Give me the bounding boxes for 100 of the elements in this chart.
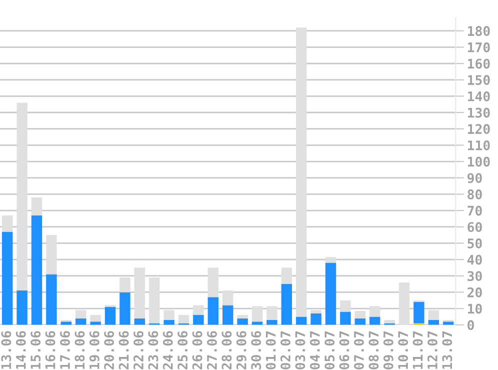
x-tick-label: 16.06 <box>45 331 56 369</box>
bar <box>164 310 174 320</box>
bar <box>369 316 380 325</box>
bar <box>148 277 160 324</box>
bar <box>120 292 130 325</box>
bar <box>266 320 278 325</box>
y-tick-label: 160 <box>468 58 490 69</box>
bar <box>296 28 307 317</box>
x-tick-label: 20.06 <box>104 331 114 370</box>
x-tick-label: 28.06 <box>222 331 232 370</box>
bar <box>296 316 307 325</box>
x-tick-label: 10.07 <box>398 331 408 369</box>
bar <box>193 315 204 325</box>
x-tick-label: 19.06 <box>89 331 100 369</box>
bar <box>46 235 57 274</box>
y-tick-label: 120 <box>468 124 490 134</box>
x-tick-label: 13.06 <box>1 331 12 369</box>
x-tick-label: 07.07 <box>354 331 364 370</box>
bar <box>340 300 351 312</box>
bar <box>75 310 86 318</box>
x-tick-label: 30.06 <box>251 331 262 370</box>
bar <box>369 306 380 317</box>
x-tick-label: 25.06 <box>178 331 188 370</box>
y-tick-label: 40 <box>467 254 482 265</box>
bar <box>208 297 218 325</box>
bar <box>222 305 234 325</box>
bar <box>252 322 263 325</box>
y-tick-label: 140 <box>468 91 490 102</box>
bar <box>428 320 439 325</box>
x-tick-label: 18.06 <box>74 331 85 369</box>
bar <box>442 322 454 325</box>
y-tick-label: 70 <box>468 206 482 216</box>
bar <box>325 257 336 263</box>
x-tick-label: 12.07 <box>427 331 438 369</box>
bar <box>2 232 13 325</box>
x-tick-label: 02.07 <box>280 331 290 370</box>
y-tick-label: 170 <box>468 42 490 52</box>
x-tick-label: 15.06 <box>30 331 41 369</box>
bar <box>237 315 248 318</box>
x-tick-label: 21.06 <box>118 331 129 370</box>
x-tick-label: 26.06 <box>192 331 202 370</box>
bar <box>310 313 322 325</box>
x-tick-label: 14.06 <box>16 331 26 369</box>
bar <box>237 318 248 325</box>
y-tick-label: 10 <box>468 304 482 314</box>
bar <box>208 268 218 298</box>
bar <box>134 268 146 318</box>
x-tick-label: 05.07 <box>324 331 335 370</box>
bar <box>31 197 42 216</box>
bar <box>325 262 336 325</box>
x-tick-label: 06.07 <box>339 331 350 370</box>
bar <box>266 306 278 320</box>
y-tick-label: 0 <box>468 320 474 330</box>
x-tick-label: 03.07 <box>295 331 306 370</box>
x-tick-label: 24.06 <box>162 331 173 370</box>
x-tick-label: 01.07 <box>266 331 276 370</box>
y-tick-label: 110 <box>468 140 490 150</box>
bar <box>90 315 101 322</box>
bar <box>252 306 263 322</box>
y-tick-label: 150 <box>468 75 490 86</box>
y-tick-label: 20 <box>468 287 482 298</box>
bar <box>2 215 13 232</box>
x-tick-label: 17.06 <box>60 331 70 369</box>
y-tick-label: 60 <box>468 222 482 232</box>
bar <box>384 320 395 324</box>
y-tick-label: 80 <box>468 189 482 200</box>
bar <box>354 310 366 318</box>
x-tick-label: 13.07 <box>442 331 452 369</box>
x-tick-label: 04.07 <box>310 331 320 370</box>
x-tick-label: 09.07 <box>383 331 394 370</box>
y-tick-label: 90 <box>467 173 482 184</box>
bar <box>310 310 322 314</box>
y-tick-label: 30 <box>468 271 482 282</box>
x-tick-label: 29.06 <box>236 331 246 370</box>
bar <box>222 290 234 306</box>
bar <box>340 312 351 325</box>
bar <box>90 322 101 325</box>
bar <box>16 290 28 325</box>
bar <box>31 215 42 325</box>
x-tick-label: 27.06 <box>206 331 217 370</box>
bar <box>193 305 204 316</box>
y-tick-label: 180 <box>468 26 490 36</box>
x-tick-label: 08.07 <box>368 331 379 370</box>
y-tick-label: 100 <box>468 156 490 167</box>
bar <box>104 306 116 325</box>
x-tick-label: 22.06 <box>133 331 144 370</box>
bar <box>120 277 130 292</box>
bar <box>281 284 292 325</box>
bar <box>60 322 72 325</box>
bar <box>134 318 146 325</box>
bar <box>354 318 366 325</box>
bar <box>46 274 57 325</box>
x-tick-label: 23.06 <box>148 331 158 370</box>
bar <box>398 282 410 325</box>
bar <box>164 320 174 325</box>
bar <box>414 302 424 324</box>
bar <box>281 268 292 284</box>
bar <box>428 310 439 320</box>
y-tick-label: 130 <box>468 108 490 118</box>
y-tick-label: 50 <box>468 238 482 248</box>
